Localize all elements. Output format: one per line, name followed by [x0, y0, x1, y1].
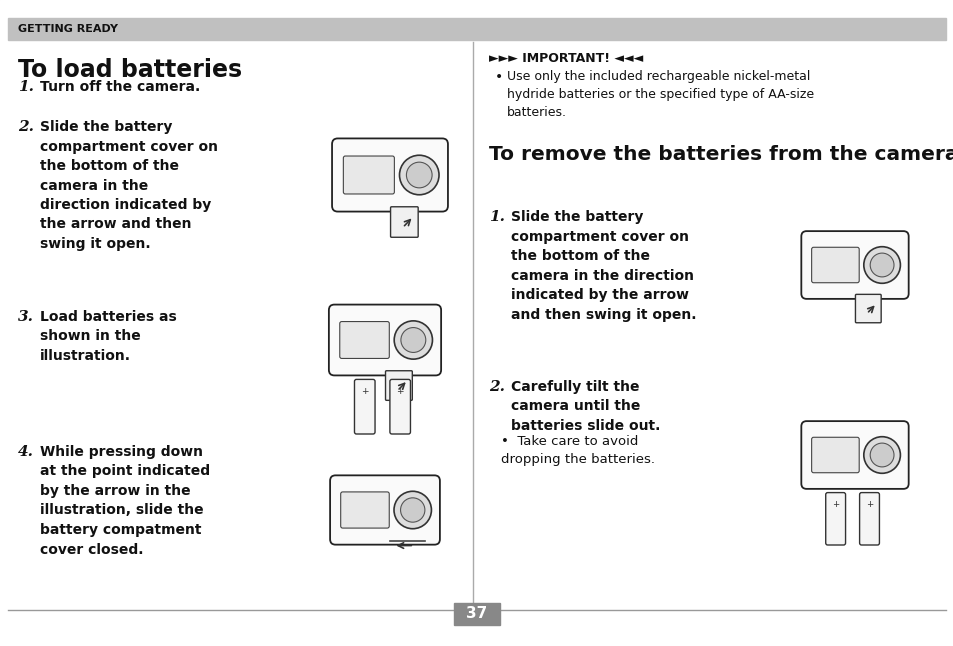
Bar	[454, 603, 499, 625]
FancyBboxPatch shape	[825, 493, 844, 545]
FancyBboxPatch shape	[385, 371, 412, 401]
Ellipse shape	[399, 155, 438, 194]
Ellipse shape	[869, 443, 893, 467]
FancyBboxPatch shape	[330, 475, 439, 545]
FancyBboxPatch shape	[343, 156, 394, 194]
Text: 3.: 3.	[18, 310, 34, 324]
Text: While pressing down
at the point indicated
by the arrow in the
illustration, sli: While pressing down at the point indicat…	[40, 445, 210, 556]
Ellipse shape	[400, 498, 424, 522]
Text: Slide the battery
compartment cover on
the bottom of the
camera in the
direction: Slide the battery compartment cover on t…	[40, 120, 218, 251]
FancyBboxPatch shape	[859, 493, 879, 545]
Text: GETTING READY: GETTING READY	[18, 24, 118, 34]
Text: 37: 37	[466, 607, 487, 621]
Text: 1.: 1.	[18, 80, 34, 94]
FancyBboxPatch shape	[801, 421, 907, 489]
Ellipse shape	[394, 491, 431, 528]
Ellipse shape	[406, 162, 432, 188]
Ellipse shape	[869, 253, 893, 277]
Text: To load batteries: To load batteries	[18, 58, 242, 82]
FancyBboxPatch shape	[801, 231, 907, 299]
FancyBboxPatch shape	[339, 322, 389, 359]
Text: 2.: 2.	[18, 120, 34, 134]
FancyBboxPatch shape	[340, 492, 389, 528]
Ellipse shape	[862, 437, 900, 474]
Text: ►►► IMPORTANT! ◄◄◄: ►►► IMPORTANT! ◄◄◄	[489, 52, 642, 65]
Text: 1.: 1.	[489, 210, 504, 224]
Bar	[8, 18, 945, 40]
Text: Use only the included rechargeable nickel-metal
hydride batteries or the specifi: Use only the included rechargeable nicke…	[506, 70, 813, 119]
FancyBboxPatch shape	[355, 379, 375, 434]
Text: Turn off the camera.: Turn off the camera.	[40, 80, 200, 94]
Text: +: +	[360, 387, 368, 396]
Text: 2.: 2.	[489, 380, 504, 394]
FancyBboxPatch shape	[329, 304, 440, 375]
Text: Carefully tilt the
camera until the
batteries slide out.: Carefully tilt the camera until the batt…	[511, 380, 659, 433]
Text: To remove the batteries from the camera: To remove the batteries from the camera	[489, 145, 953, 164]
FancyBboxPatch shape	[390, 379, 410, 434]
Ellipse shape	[394, 321, 432, 359]
FancyBboxPatch shape	[811, 247, 859, 283]
FancyBboxPatch shape	[855, 295, 881, 323]
FancyBboxPatch shape	[332, 138, 448, 212]
Text: +: +	[396, 387, 403, 396]
Text: Load batteries as
shown in the
illustration.: Load batteries as shown in the illustrat…	[40, 310, 176, 363]
Text: 4.: 4.	[18, 445, 34, 459]
Text: •  Take care to avoid
dropping the batteries.: • Take care to avoid dropping the batter…	[500, 435, 655, 466]
Ellipse shape	[862, 247, 900, 284]
Text: Slide the battery
compartment cover on
the bottom of the
camera in the direction: Slide the battery compartment cover on t…	[511, 210, 696, 322]
FancyBboxPatch shape	[811, 437, 859, 473]
Ellipse shape	[400, 328, 425, 353]
FancyBboxPatch shape	[390, 207, 417, 237]
Text: +: +	[831, 500, 839, 509]
Text: +: +	[865, 500, 872, 509]
Text: •: •	[495, 70, 503, 84]
